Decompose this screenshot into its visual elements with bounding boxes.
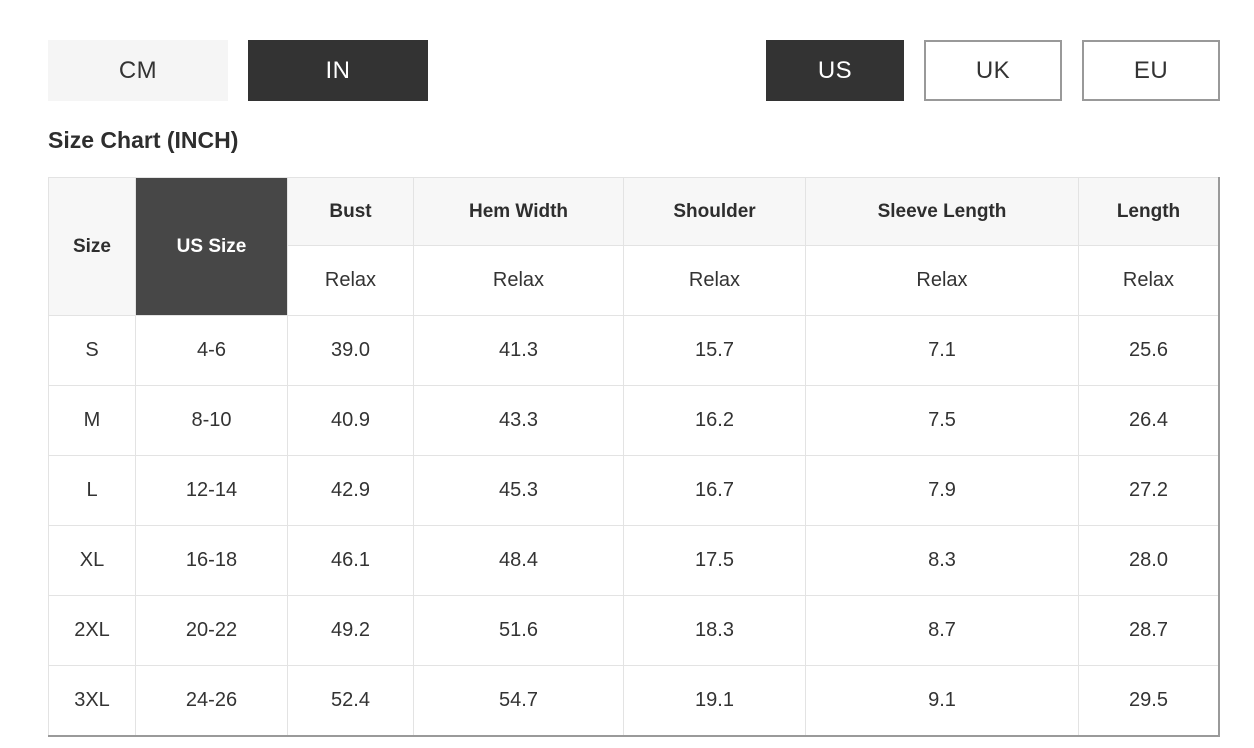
page-title: Size Chart (INCH) <box>48 127 239 153</box>
fit-cell-hem-width: Relax <box>413 245 624 316</box>
us-size-cell: 4-6 <box>135 315 288 386</box>
table-row: 2XL 20-22 49.2 51.6 18.3 8.7 28.7 <box>48 595 1220 666</box>
measurement-cell: 42.9 <box>287 455 414 526</box>
measurement-cell: 52.4 <box>287 665 414 736</box>
size-table: Size US Size Bust Hem Width Shoulder Sle… <box>48 177 1220 737</box>
measurement-cell: 18.3 <box>623 595 806 666</box>
table-row: L 12-14 42.9 45.3 16.7 7.9 27.2 <box>48 455 1220 526</box>
table-row: 3XL 24-26 52.4 54.7 19.1 9.1 29.5 <box>48 665 1220 736</box>
table-fit-row: Relax Relax Relax Relax Relax <box>49 245 1220 316</box>
region-toggle-eu[interactable]: EU <box>1082 40 1220 101</box>
measurement-cell: 28.7 <box>1078 595 1220 666</box>
measurement-cell: 8.3 <box>805 525 1079 596</box>
bust-column-header: Bust <box>287 177 414 246</box>
size-cell: 3XL <box>48 665 136 736</box>
size-table-body: S 4-6 39.0 41.3 15.7 7.1 25.6 M 8-10 40.9 43.3 16.2… <box>48 315 1220 736</box>
shoulder-column-header: Shoulder <box>623 177 806 246</box>
region-toggle-us[interactable]: US <box>766 40 904 101</box>
us-size-column-header: US Size <box>135 177 288 316</box>
fit-cell-length: Relax <box>1078 245 1220 316</box>
fit-cell-bust: Relax <box>287 245 414 316</box>
size-cell: M <box>48 385 136 456</box>
table-row: XL 16-18 46.1 48.4 17.5 8.3 28.0 <box>48 525 1220 596</box>
unit-toggle-cm[interactable]: CM <box>48 40 228 101</box>
hem-width-column-header: Hem Width <box>413 177 624 246</box>
table-row: M 8-10 40.9 43.3 16.2 7.5 26.4 <box>48 385 1220 456</box>
measurement-cell: 51.6 <box>413 595 624 666</box>
measurement-cell: 16.2 <box>623 385 806 456</box>
measurement-cell: 25.6 <box>1078 315 1220 386</box>
measurement-cell: 15.7 <box>623 315 806 386</box>
measurement-cell: 29.5 <box>1078 665 1220 736</box>
measurement-cell: 17.5 <box>623 525 806 596</box>
us-size-cell: 20-22 <box>135 595 288 666</box>
us-size-cell: 12-14 <box>135 455 288 526</box>
measurement-cell: 40.9 <box>287 385 414 456</box>
us-size-cell: 8-10 <box>135 385 288 456</box>
table-header-row: Size US Size Bust Hem Width Shoulder Sle… <box>48 177 1220 316</box>
fit-cell-shoulder: Relax <box>623 245 806 316</box>
length-column-header: Length <box>1078 177 1220 246</box>
measurement-cell: 19.1 <box>623 665 806 736</box>
measurement-cell: 7.1 <box>805 315 1079 386</box>
size-cell: XL <box>48 525 136 596</box>
measurement-cell: 49.2 <box>287 595 414 666</box>
toggle-bar: CM IN US UK EU <box>48 40 1220 101</box>
fit-cell-sleeve-length: Relax <box>805 245 1079 316</box>
region-toggle-group: US UK EU <box>766 40 1220 101</box>
measurement-cell: 8.7 <box>805 595 1079 666</box>
measurement-cell: 41.3 <box>413 315 624 386</box>
size-column-header: Size <box>48 177 136 316</box>
unit-toggle-in[interactable]: IN <box>248 40 428 101</box>
measurement-cell: 27.2 <box>1078 455 1220 526</box>
measurement-cell: 54.7 <box>413 665 624 736</box>
table-row: S 4-6 39.0 41.3 15.7 7.1 25.6 <box>48 315 1220 386</box>
measurement-cell: 26.4 <box>1078 385 1220 456</box>
measurement-cell: 28.0 <box>1078 525 1220 596</box>
measurement-cell: 46.1 <box>287 525 414 596</box>
sleeve-length-column-header: Sleeve Length <box>805 177 1079 246</box>
measurement-cell: 48.4 <box>413 525 624 596</box>
measurement-cell: 7.5 <box>805 385 1079 456</box>
us-size-cell: 16-18 <box>135 525 288 596</box>
size-cell: L <box>48 455 136 526</box>
us-size-cell: 24-26 <box>135 665 288 736</box>
measurement-cell: 45.3 <box>413 455 624 526</box>
region-toggle-uk[interactable]: UK <box>924 40 1062 101</box>
measurement-cell: 9.1 <box>805 665 1079 736</box>
size-cell: 2XL <box>48 595 136 666</box>
unit-toggle-group: CM IN <box>48 40 428 101</box>
measurement-cell: 43.3 <box>413 385 624 456</box>
size-cell: S <box>48 315 136 386</box>
measurement-cell: 39.0 <box>287 315 414 386</box>
measurement-cell: 16.7 <box>623 455 806 526</box>
measurement-cell: 7.9 <box>805 455 1079 526</box>
